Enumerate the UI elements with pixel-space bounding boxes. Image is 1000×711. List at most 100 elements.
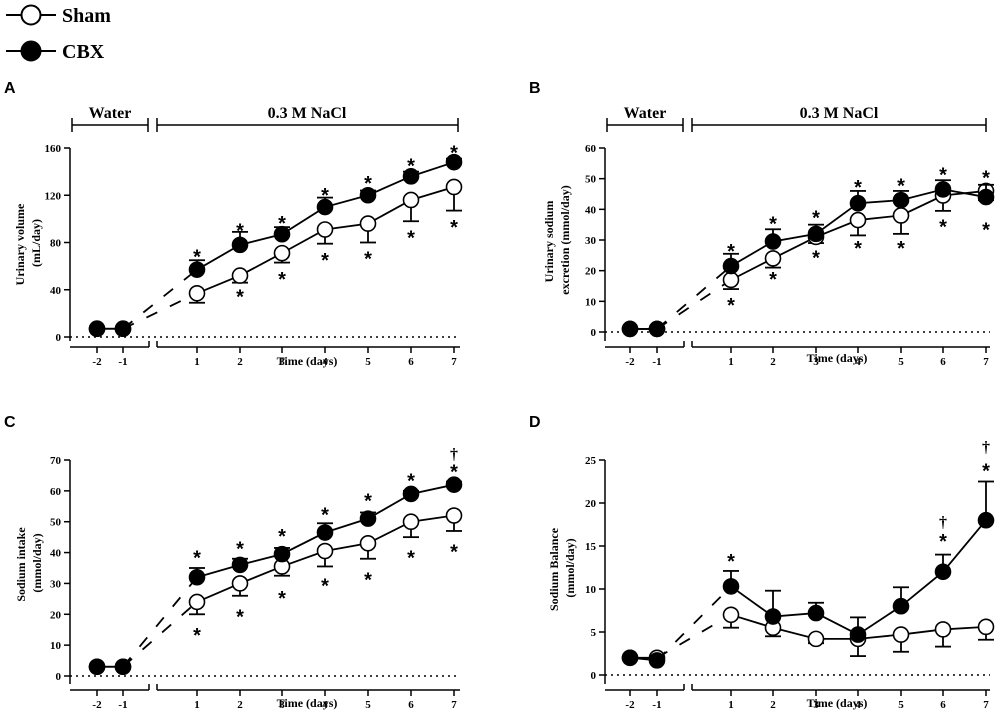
significance-asterisk: *	[236, 606, 244, 628]
y-tick-label: 40	[50, 548, 62, 560]
significance-asterisk: *	[407, 227, 415, 249]
y-tick-label: 20	[585, 498, 597, 510]
data-point-cbx	[188, 568, 206, 586]
y-tick-label: 0	[591, 670, 597, 682]
data-point-cbx	[621, 649, 639, 667]
x-tick-label: -2	[92, 356, 102, 368]
data-point-cbx	[402, 168, 420, 185]
data-point-sham	[402, 513, 420, 531]
series-transition-line-cbx	[656, 585, 732, 662]
x-tick-label: 7	[983, 356, 989, 368]
panel-label: A	[4, 80, 16, 97]
x-tick-label: 1	[194, 356, 200, 368]
y-tick-label: 15	[585, 541, 597, 553]
x-tick-label: 7	[983, 699, 989, 711]
x-tick-label: 3	[279, 356, 285, 368]
data-point-cbx	[273, 225, 291, 243]
significance-asterisk: *	[407, 548, 415, 570]
data-point-cbx	[88, 320, 106, 338]
data-point-sham	[722, 271, 740, 289]
x-tick-label: 7	[451, 356, 457, 368]
data-point-sham	[445, 507, 463, 524]
panel-b: B Water 0.3 M NaCl 0 10 20 30 40 50 60 -2 -1 1 2 3 4…	[529, 80, 995, 368]
significance-asterisk: *	[450, 541, 458, 563]
x-tick-label: -2	[625, 699, 635, 711]
x-tick-label: 3	[813, 699, 819, 711]
data-point-sham	[807, 630, 825, 648]
significance-asterisk: *	[278, 213, 286, 235]
data-point-sham	[722, 606, 740, 624]
y-tick-label: 30	[585, 235, 597, 247]
y-tick-label: 30	[50, 578, 62, 590]
data-point-cbx	[892, 597, 910, 615]
plot-area: 0 10 20 30 40 50 60 70 -2 -1 1 2 3 4 5 6 7 * * * * * * * * * * * * * *…	[50, 446, 463, 711]
data-point-cbx	[88, 658, 106, 676]
data-point-cbx	[807, 225, 825, 243]
y-tick-label: 160	[45, 143, 62, 155]
significance-asterisk: *	[321, 250, 329, 272]
significance-asterisk: *	[727, 551, 735, 573]
significance-asterisk: *	[278, 588, 286, 610]
significance-asterisk: *	[193, 625, 201, 647]
data-point-sham	[188, 284, 206, 302]
y-tick-label: 20	[50, 609, 62, 621]
plot-area: 0 10 20 30 40 50 60 -2 -1 1 2 3 4 5 6 7 * * * * * * * * * * * * * *	[585, 143, 995, 368]
data-point-cbx	[621, 320, 639, 338]
significance-asterisk: *	[321, 504, 329, 526]
data-point-cbx	[977, 188, 995, 206]
series-transition-line-sham	[122, 292, 198, 330]
x-tick-label: 4	[855, 356, 861, 368]
legend: Sham CBX	[6, 4, 111, 63]
x-tick-label: 4	[855, 699, 861, 711]
significance-asterisk: *	[854, 238, 862, 260]
significance-asterisk: *	[236, 220, 244, 242]
bracket-nacl: 0.3 M NaCl	[691, 105, 987, 132]
significance-asterisk: *	[897, 175, 905, 197]
significance-asterisk: *	[364, 569, 372, 591]
y-tick-label: 40	[585, 204, 597, 216]
x-axis-title: Time (days)	[807, 696, 868, 710]
significance-asterisk: *	[236, 538, 244, 560]
x-tick-label: -2	[92, 699, 102, 711]
plot-area: 0 40 80 120 160 -2 -1 1 2 3 4 5 6 7 * * * * * * * * * * * * *	[45, 142, 463, 368]
significance-asterisk: *	[769, 214, 777, 236]
significance-asterisk: *	[982, 220, 990, 242]
x-tick-label: 4	[322, 699, 328, 711]
data-point-sham	[231, 267, 249, 284]
panel-label: C	[4, 414, 16, 431]
data-point-cbx	[316, 198, 334, 216]
significance-asterisk: *	[939, 531, 947, 553]
data-point-sham	[892, 207, 910, 224]
data-point-cbx	[359, 186, 377, 204]
legend-marker-open-circle	[20, 4, 42, 26]
data-point-cbx	[273, 545, 291, 563]
data-point-cbx	[807, 604, 825, 622]
y-tick-label: 0	[591, 327, 597, 339]
data-point-cbx	[722, 257, 740, 275]
y-tick-label: 0	[56, 671, 62, 683]
legend-label-cbx: CBX	[62, 41, 105, 63]
bracket-label-nacl: 0.3 M NaCl	[800, 105, 879, 122]
y-axis-title: Sodium Balance (mmol/day)	[547, 525, 577, 611]
panel-label: B	[529, 80, 541, 97]
y-tick-label: 20	[585, 266, 597, 278]
bracket-label-water: Water	[89, 105, 132, 122]
significance-asterisk: *	[193, 246, 201, 268]
x-tick-label: 3	[279, 699, 285, 711]
significance-asterisk: *	[854, 177, 862, 199]
x-tick-label: 7	[451, 699, 457, 711]
legend-item-sham: Sham	[6, 4, 111, 27]
significance-asterisk: *	[321, 185, 329, 207]
significance-asterisk: *	[407, 471, 415, 493]
y-axis-title: Sodium intake (mmol/day)	[14, 524, 44, 601]
x-tick-label: 6	[940, 699, 946, 711]
data-point-sham	[188, 593, 206, 611]
significance-dagger: †	[450, 446, 458, 463]
data-point-cbx	[849, 626, 867, 643]
data-point-sham	[764, 250, 782, 267]
series-transition-line-sham	[122, 601, 198, 668]
significance-asterisk: *	[769, 269, 777, 291]
significance-asterisk: *	[897, 238, 905, 260]
significance-asterisk: *	[278, 269, 286, 291]
significance-asterisk: *	[812, 207, 820, 229]
